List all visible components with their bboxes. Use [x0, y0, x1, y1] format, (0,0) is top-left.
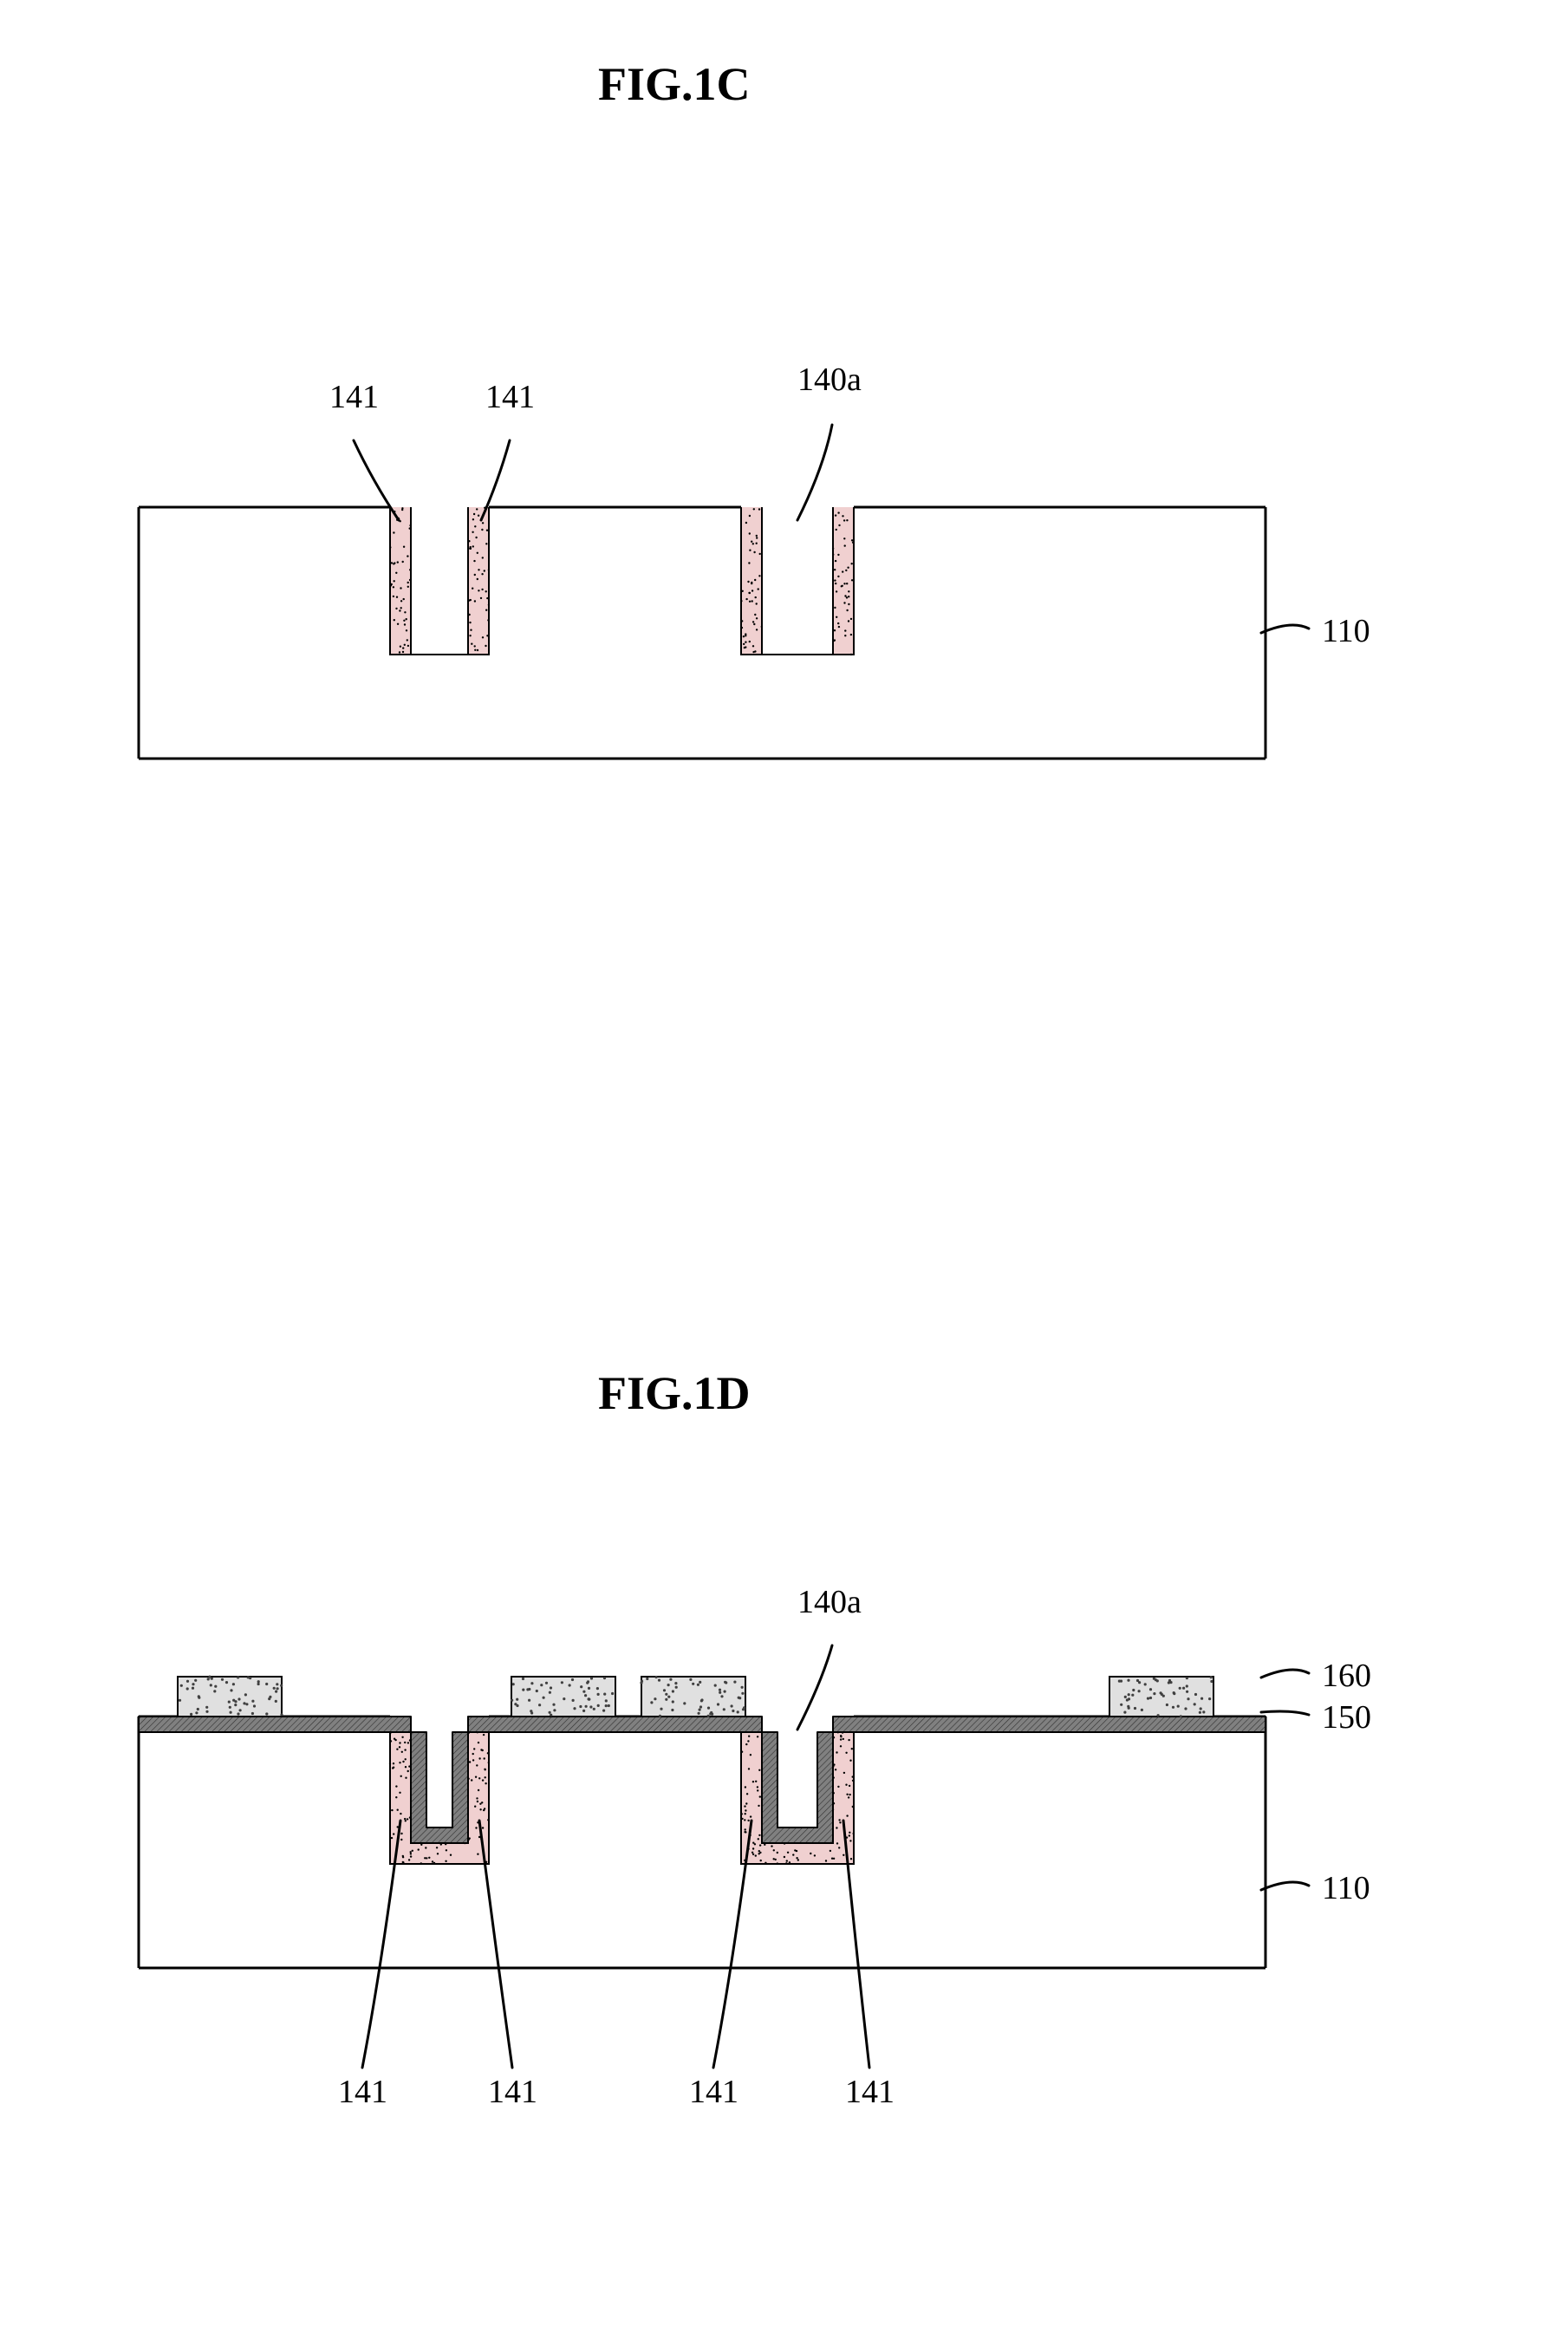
ref-label: 160 — [1322, 1658, 1371, 1694]
ref-label: 110 — [1322, 1870, 1370, 1906]
trench-wall — [741, 507, 762, 655]
ref-label: 140a — [797, 362, 862, 398]
ref-label: 141 — [485, 379, 535, 415]
layer-160-patch — [178, 1677, 282, 1717]
trench-floor — [390, 1843, 489, 1864]
label-group: 141 — [481, 379, 535, 520]
trench-floor — [741, 1843, 854, 1864]
fig-1d — [139, 1676, 1265, 1969]
ref-label: 141 — [329, 379, 379, 415]
leader-line — [1261, 1670, 1309, 1678]
label-group: 160 — [1261, 1658, 1371, 1694]
leader-line — [1261, 1882, 1309, 1890]
ref-label: 141 — [488, 2074, 537, 2110]
trench-wall — [468, 507, 489, 655]
ref-label: 150 — [1322, 1699, 1371, 1736]
layer-160-patch — [511, 1677, 615, 1717]
label-group: 150 — [1261, 1699, 1371, 1736]
label-group: 140a — [797, 362, 862, 520]
figure-title: FIG.1D — [598, 1367, 751, 1419]
label-group: 110 — [1261, 1870, 1370, 1906]
trench-wall — [390, 1717, 411, 1864]
ref-label: 141 — [338, 2074, 387, 2110]
figure-title: FIG.1C — [598, 58, 751, 110]
ref-label: 140a — [797, 1584, 862, 1620]
leader-line — [1261, 625, 1309, 633]
ref-label: 110 — [1322, 613, 1370, 649]
label-group: 110 — [1261, 613, 1370, 649]
fig-1c — [139, 505, 1265, 759]
leader-line — [1261, 1711, 1309, 1715]
ref-label: 141 — [689, 2074, 738, 2110]
label-group: 141 — [329, 379, 399, 520]
trench-wall — [741, 1717, 762, 1864]
ref-label: 141 — [845, 2074, 895, 2110]
label-group: 140a — [797, 1584, 862, 1730]
